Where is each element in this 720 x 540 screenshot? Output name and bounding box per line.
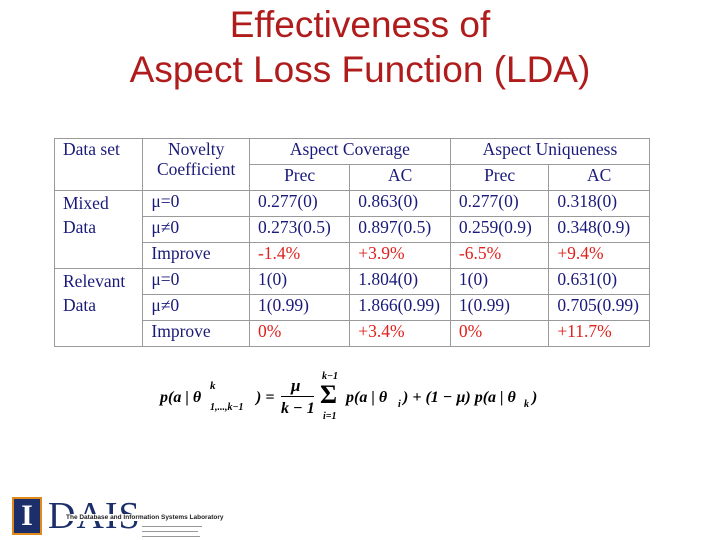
formula-term2-close: ): [532, 389, 538, 406]
improve-cell: -1.4%: [248, 242, 351, 269]
logo-small-print-decoration: [142, 524, 202, 539]
value-cell: 0.277(0): [248, 190, 351, 217]
value-cell: 0.897(0.5): [349, 216, 451, 243]
improve-cell: 0%: [248, 320, 351, 347]
header-uniqueness-ac: AC: [548, 164, 650, 191]
header-novelty-coefficient: Novelty Coefficient: [142, 138, 250, 191]
title-line-1: Effectiveness of: [229, 4, 491, 45]
value-cell: 0.318(0): [548, 190, 650, 217]
value-cell: 1(0.99): [248, 294, 351, 321]
formula-lhs-sup: k: [210, 380, 216, 392]
formula-lhs-close: ) =: [256, 389, 275, 406]
group-label-line1: Relevant: [63, 271, 126, 291]
group-label-line2: Data: [63, 217, 97, 237]
group-label-line1: Mixed: [63, 193, 109, 213]
improve-cell: +9.4%: [548, 242, 650, 269]
header-novelty-line2: Coefficient: [156, 159, 236, 179]
aspect-loss-formula: p(a | θ k 1,...,k−1 ) = μ k − 1 k−1 Σ i=…: [160, 371, 540, 422]
formula-sum-top: k−1: [322, 371, 339, 382]
formula-lhs-sub: 1,...,k−1: [210, 402, 244, 413]
value-cell: 1.866(0.99): [349, 294, 451, 321]
value-cell: 0.259(0.9): [449, 216, 550, 243]
table-row: Mixed Data μ=0 0.277(0) 0.863(0) 0.277(0…: [53, 190, 650, 269]
value-cell: 0.705(0.99): [548, 294, 650, 321]
group-label-mixed-data: Mixed Data: [53, 190, 144, 269]
improve-cell: 0%: [449, 320, 550, 347]
value-cell: 0.863(0): [349, 190, 451, 217]
dais-logo: I DAIS The Database and Information Syst…: [8, 497, 238, 537]
improve-cell: +11.7%: [548, 320, 650, 347]
header-coverage-ac: AC: [349, 164, 451, 191]
illinois-i-icon: I: [12, 497, 42, 535]
coef-cell: Improve: [142, 320, 250, 347]
group-label-relevant-data: Relevant Data: [53, 268, 144, 347]
table-row: Relevant Data μ=0 1(0) 1.804(0) 1(0) 0.6…: [53, 268, 650, 347]
header-uniqueness-prec: Prec: [449, 164, 550, 191]
formula-term1: p(a | θ: [346, 389, 388, 406]
value-cell: 1.804(0): [349, 268, 451, 295]
coef-cell: μ=0: [142, 190, 250, 217]
formula-fraction-bar: [281, 396, 314, 397]
formula-denominator: k − 1: [281, 400, 315, 417]
header-data-set: Data set: [53, 138, 144, 191]
header-aspect-coverage: Aspect Coverage: [248, 138, 451, 165]
table-row-improve: Improve -1.4% +3.9% -6.5% +9.4%: [55, 242, 650, 269]
improve-cell: +3.9%: [349, 242, 451, 269]
formula-mu: μ: [291, 376, 301, 395]
improve-cell: +3.4%: [349, 320, 451, 347]
value-cell: 0.631(0): [548, 268, 650, 295]
header-row-2: Prec AC Prec AC: [55, 164, 650, 191]
value-cell: 0.273(0.5): [248, 216, 351, 243]
header-novelty-line1: Novelty: [167, 139, 225, 159]
improve-cell: -6.5%: [449, 242, 550, 269]
value-cell: 1(0.99): [449, 294, 550, 321]
table-row: μ≠0 1(0.99) 1.866(0.99) 1(0.99) 0.705(0.…: [55, 294, 650, 321]
table-row-improve: Improve 0% +3.4% 0% +11.7%: [55, 320, 650, 347]
header-aspect-uniqueness: Aspect Uniqueness: [449, 138, 651, 165]
header-coverage-prec: Prec: [248, 164, 351, 191]
header-row-1: Data set Novelty Coefficient Aspect Cove…: [53, 138, 651, 191]
coef-cell: μ≠0: [142, 216, 250, 243]
group-label-line2: Data: [63, 295, 97, 315]
formula-sum-bottom: i=1: [323, 411, 337, 422]
slide-title: Effectiveness of Aspect Loss Function (L…: [0, 2, 720, 92]
table-row: μ≠0 0.273(0.5) 0.897(0.5) 0.259(0.9) 0.3…: [55, 216, 650, 243]
value-cell: 0.277(0): [449, 190, 550, 217]
coef-cell: μ=0: [142, 268, 250, 295]
formula-lhs: p(a | θ: [160, 389, 202, 406]
coef-cell: μ≠0: [142, 294, 250, 321]
value-cell: 1(0): [449, 268, 550, 295]
title-line-2: Aspect Loss Function (LDA): [129, 49, 591, 90]
formula-term2: ) + (1 − μ) p(a | θ: [403, 389, 516, 406]
results-table: Data set Novelty Coefficient Aspect Cove…: [53, 138, 651, 347]
value-cell: 0.348(0.9): [548, 216, 650, 243]
logo-lab-name: The Database and Information Systems Lab…: [66, 514, 226, 521]
coef-cell: Improve: [142, 242, 250, 269]
formula-term2-sub: k: [524, 399, 529, 410]
formula-term1-sub: i: [398, 399, 401, 410]
value-cell: 1(0): [248, 268, 351, 295]
formula-sum-sign: Σ: [320, 380, 337, 409]
